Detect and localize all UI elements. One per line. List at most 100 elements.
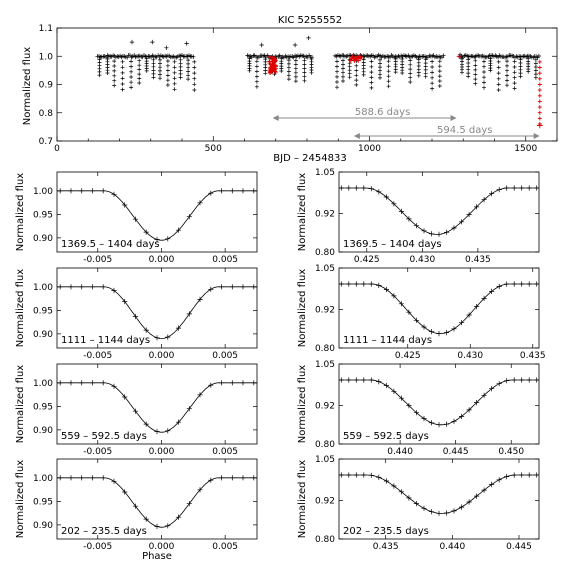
data-point	[240, 380, 246, 386]
data-point	[430, 81, 435, 86]
data-point	[473, 67, 478, 72]
data-point	[218, 475, 225, 481]
x-tick-label: 0.000	[149, 255, 175, 265]
data-point	[79, 284, 85, 290]
data-point	[229, 188, 235, 194]
data-point	[408, 71, 413, 76]
data-point	[505, 63, 509, 68]
data-point	[165, 428, 171, 434]
data-point	[251, 475, 257, 481]
y-tick-label: 0.92	[315, 402, 335, 412]
data-point	[376, 189, 382, 195]
data-point	[89, 475, 96, 481]
data-point	[158, 61, 162, 66]
x-tick-label: 0.425	[395, 351, 421, 361]
data-point	[143, 229, 149, 235]
data-point	[537, 88, 542, 93]
data-point	[505, 83, 509, 88]
model-curve	[57, 190, 257, 241]
x-tick-label: -0.005	[83, 542, 112, 552]
data-point	[112, 73, 117, 78]
data-point	[293, 66, 298, 71]
data-point	[172, 81, 177, 86]
data-point	[89, 188, 96, 194]
data-point	[474, 493, 480, 499]
data-point	[436, 231, 442, 237]
data-point	[338, 377, 344, 383]
y-tick-label: 0.95	[33, 210, 53, 220]
data-point	[518, 71, 523, 76]
data-point	[526, 472, 532, 478]
data-point	[537, 76, 542, 81]
data-point	[137, 81, 142, 85]
data-point	[496, 71, 501, 76]
data-point	[111, 287, 117, 294]
data-point	[347, 64, 352, 69]
data-point	[504, 281, 510, 287]
data-point	[391, 483, 397, 489]
data-point	[361, 377, 367, 383]
data-point	[137, 67, 142, 72]
data-point	[178, 57, 183, 62]
y-tick-label: 0.80	[315, 248, 335, 258]
data-point	[172, 65, 177, 70]
data-point	[512, 81, 517, 86]
data-point	[251, 284, 257, 290]
data-point	[254, 79, 259, 84]
data-point	[423, 74, 428, 79]
data-point	[240, 475, 246, 481]
data-point	[120, 70, 125, 75]
data-point	[512, 59, 517, 64]
data-point	[398, 208, 404, 214]
data-point	[347, 75, 352, 80]
panel-ylabel: Normalized flux	[15, 365, 26, 444]
arrow-head	[533, 133, 540, 139]
panel-frame	[338, 458, 540, 540]
y-tick-label: 0.90	[33, 234, 53, 244]
data-point	[443, 330, 450, 336]
data-point	[481, 392, 487, 398]
lightcurve-points	[95, 35, 542, 92]
model-curve	[339, 474, 539, 514]
data-point	[386, 69, 391, 74]
data-point	[218, 188, 225, 194]
data-point	[489, 386, 495, 392]
data-point	[354, 73, 359, 78]
data-point	[391, 293, 397, 299]
data-point	[137, 58, 142, 63]
data-point	[505, 73, 509, 78]
data-point	[474, 400, 480, 406]
data-point	[158, 65, 162, 70]
data-point	[175, 325, 182, 331]
data-point	[197, 487, 203, 493]
data-point	[408, 62, 413, 67]
panel-time-range: 202 – 235.5 days	[61, 526, 147, 537]
y-tick-label: 0.95	[33, 497, 53, 507]
data-point	[378, 72, 382, 77]
data-point	[512, 70, 517, 75]
data-point	[519, 472, 525, 478]
data-point	[354, 63, 359, 68]
data-point	[511, 377, 517, 383]
data-point	[68, 380, 74, 386]
data-point	[428, 231, 435, 237]
eclipse-panel-left-1: -0.005 0.000 0.005 1.00 0.95 0.90 Normalized f…	[15, 171, 258, 265]
data-point	[293, 79, 298, 84]
data-point	[341, 74, 345, 79]
data-point	[132, 408, 139, 414]
data-point	[406, 495, 412, 501]
data-point	[511, 472, 517, 478]
data-point	[68, 475, 74, 481]
data-point	[430, 65, 435, 69]
data-point	[100, 380, 106, 386]
x-tick-label: 1000	[358, 144, 381, 154]
data-point	[229, 284, 235, 290]
y-tick-label: 0.9	[39, 81, 54, 91]
data-point	[361, 72, 366, 77]
data-point	[302, 58, 307, 63]
data-point	[112, 59, 117, 64]
data-point	[428, 420, 435, 426]
panel-frame	[56, 267, 258, 349]
data-point	[413, 410, 419, 416]
x-tick-label: -0.005	[83, 447, 112, 457]
